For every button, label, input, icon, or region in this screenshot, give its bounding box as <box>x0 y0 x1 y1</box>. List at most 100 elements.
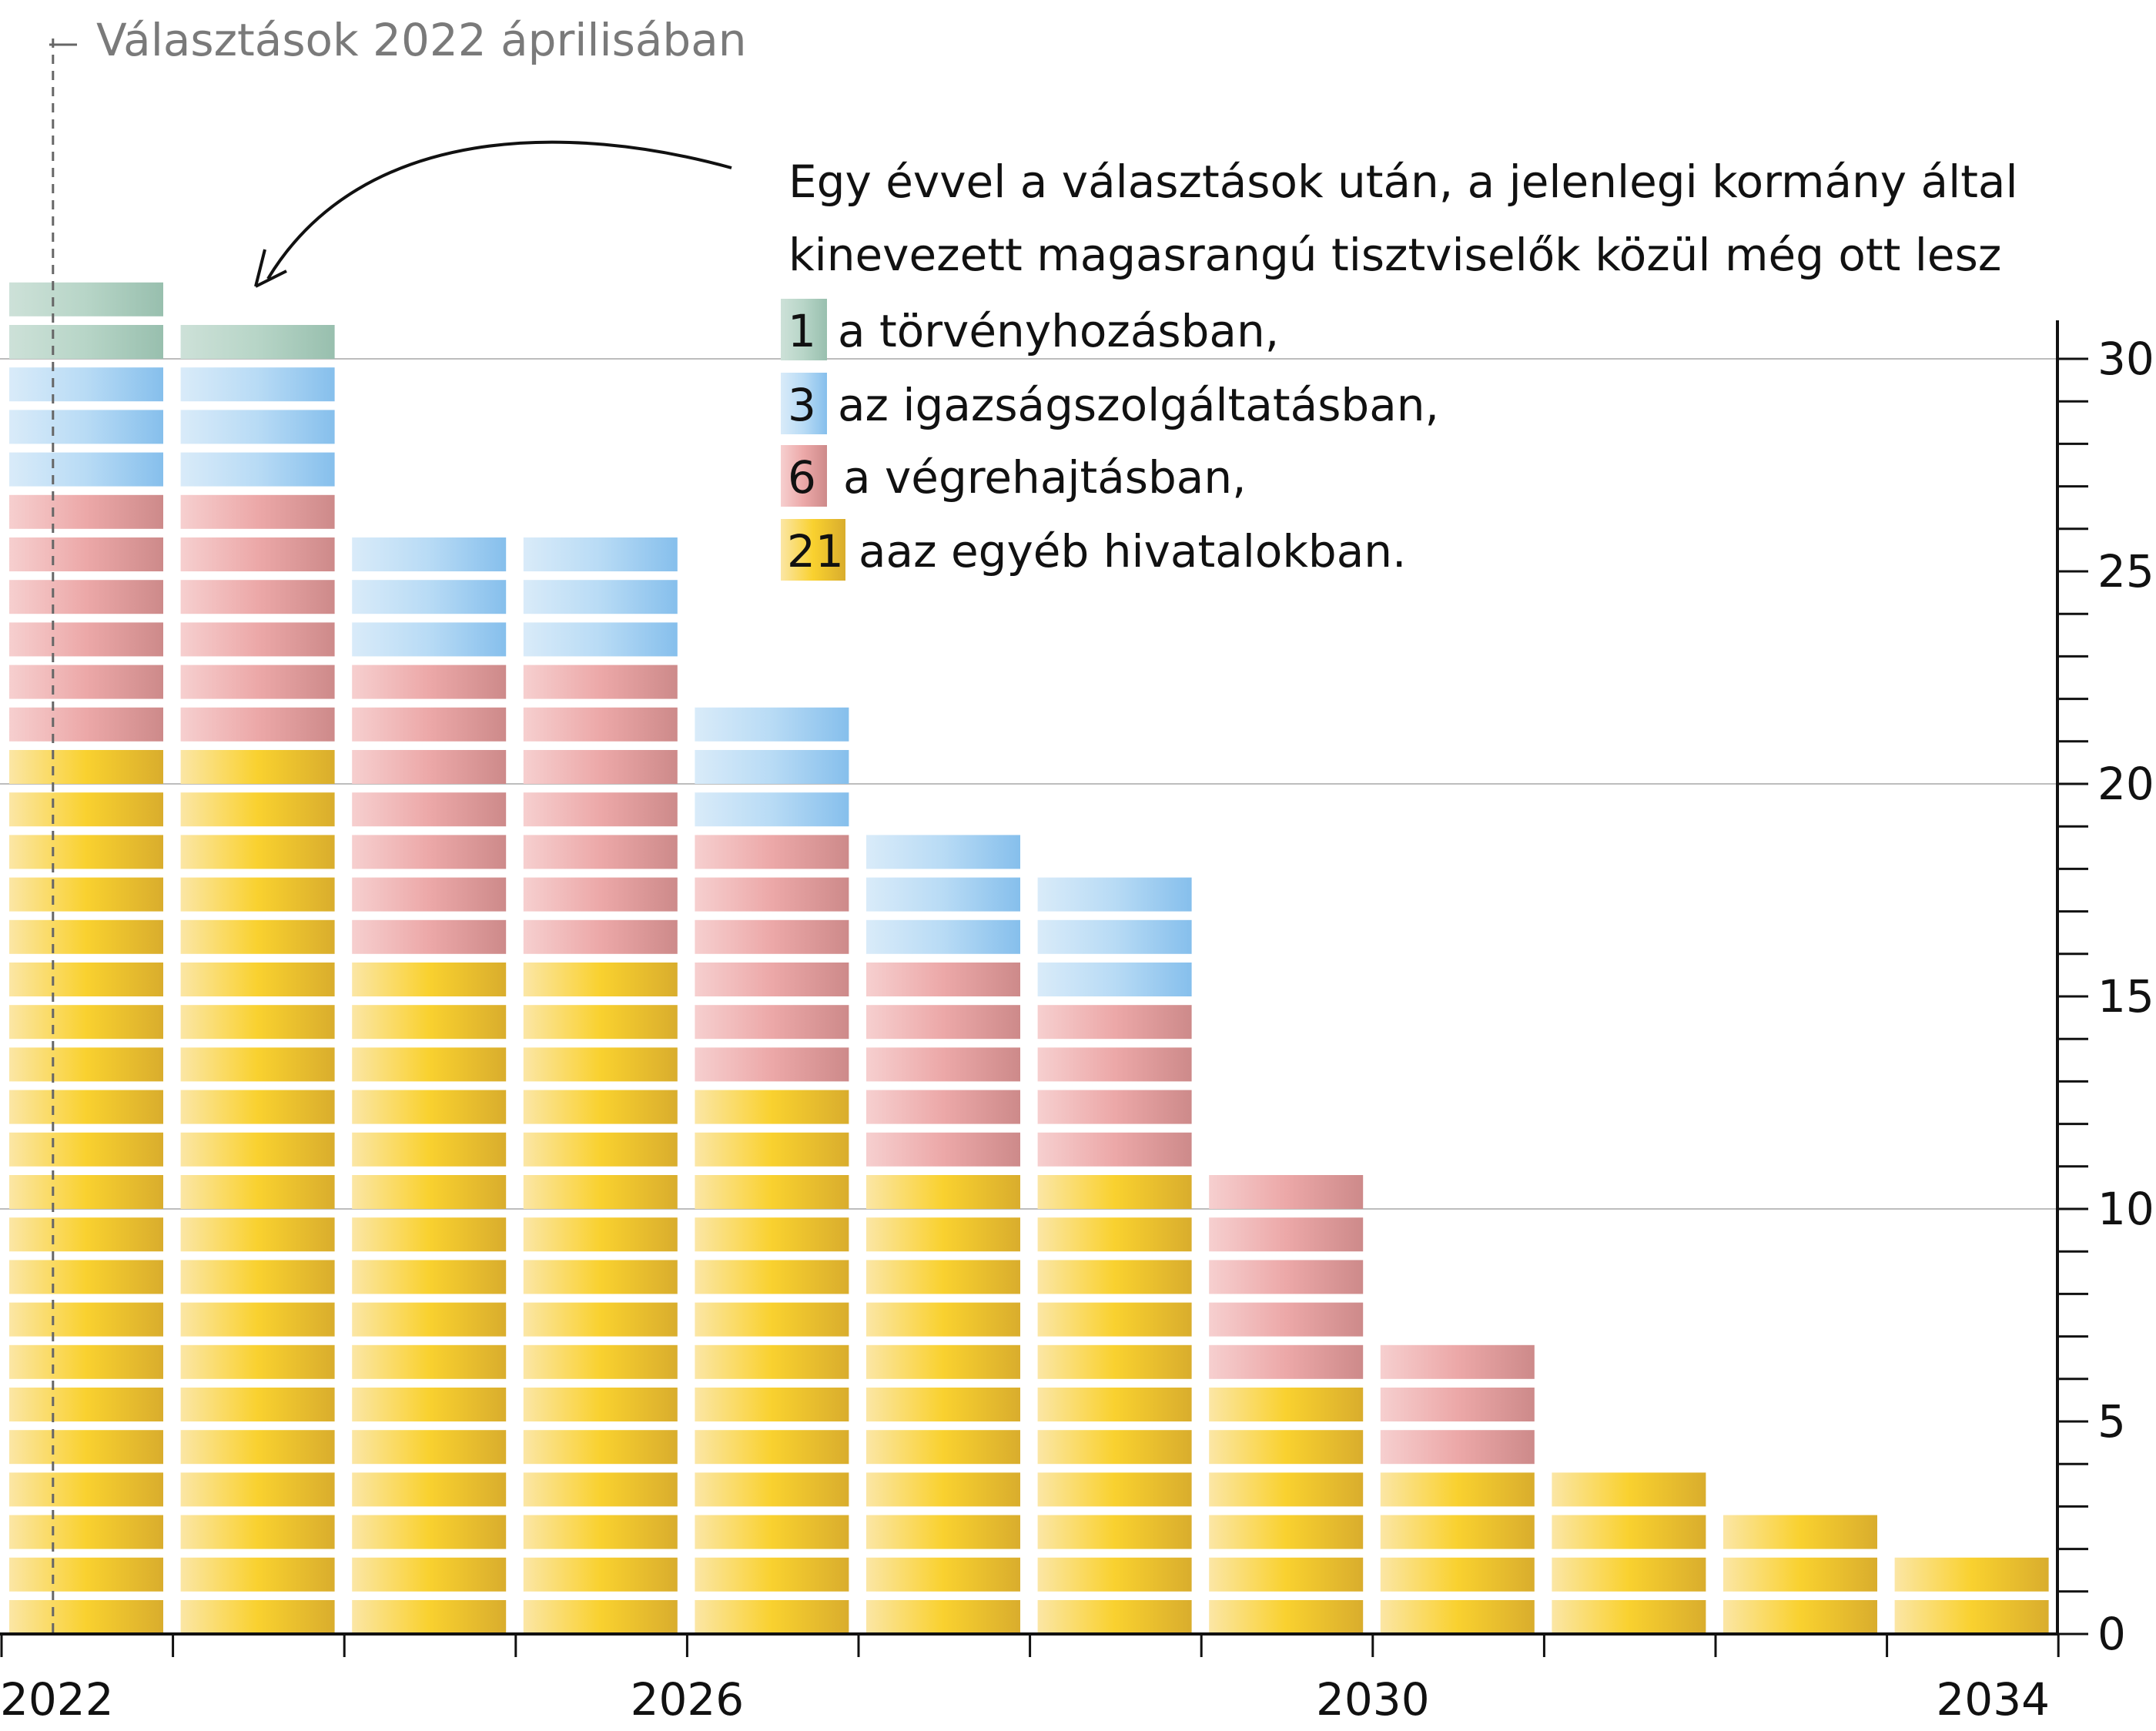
block-egyeb-hivatalok-col0-8 <box>9 1302 163 1337</box>
block-egyeb-hivatalok-col9-4 <box>1552 1472 1706 1507</box>
block-vegrehajtas-col0-6 <box>9 494 163 529</box>
block-egyeb-hivatalok-col0-10 <box>9 1217 163 1252</box>
block-egyeb-hivatalok-col1-5 <box>180 1430 335 1465</box>
block-egyeb-hivatalok-col1-15 <box>180 1005 335 1040</box>
block-egyeb-hivatalok-col7-6 <box>1209 1388 1364 1421</box>
block-egyeb-hivatalok-col11-2 <box>1894 1557 2049 1592</box>
block-egyeb-hivatalok-col4-5 <box>695 1430 849 1465</box>
x-tick-label-2034: 2034 <box>1936 1673 2050 1726</box>
block-vegrehajtas-col4-5 <box>695 877 849 912</box>
legend-value-igazsagszolgaltatas: 3 <box>788 379 816 431</box>
block-egyeb-hivatalok-col2-15 <box>352 1005 507 1040</box>
block-egyeb-hivatalok-col6-2 <box>1037 1557 1192 1592</box>
block-egyeb-hivatalok-col0-21 <box>9 750 163 784</box>
block-egyeb-hivatalok-col3-12 <box>523 1132 678 1167</box>
block-vegrehajtas-col7-1 <box>1209 1344 1364 1379</box>
block-egyeb-hivatalok-col1-12 <box>180 1132 335 1167</box>
axes: 0 5 10 15 20 25 30 2022 2026 2030 2034 <box>0 320 2154 1726</box>
block-egyeb-hivatalok-col2-10 <box>352 1217 507 1252</box>
block-vegrehajtas-col7-2 <box>1209 1302 1364 1337</box>
block-egyeb-hivatalok-col2-1 <box>352 1600 507 1634</box>
block-egyeb-hivatalok-col6-1 <box>1037 1600 1192 1634</box>
block-vegrehajtas-col3-7 <box>523 665 678 699</box>
block-vegrehajtas-col3-2 <box>523 877 678 912</box>
block-egyeb-hivatalok-col6-4 <box>1037 1472 1192 1507</box>
block-egyeb-hivatalok-col7-3 <box>1209 1515 1364 1549</box>
block-egyeb-hivatalok-col2-16 <box>352 963 507 996</box>
block-egyeb-hivatalok-col7-4 <box>1209 1472 1364 1507</box>
block-egyeb-hivatalok-col4-6 <box>695 1388 849 1421</box>
block-vegrehajtas-col1-5 <box>180 537 335 571</box>
block-egyeb-hivatalok-col3-5 <box>523 1430 678 1465</box>
block-egyeb-hivatalok-col11-1 <box>1894 1600 2049 1634</box>
block-egyeb-hivatalok-col1-14 <box>180 1047 335 1082</box>
block-vegrehajtas-col0-2 <box>9 665 163 699</box>
block-vegrehajtas-col8-3 <box>1380 1344 1535 1379</box>
block-egyeb-hivatalok-col1-11 <box>180 1175 335 1209</box>
block-egyeb-hivatalok-col0-9 <box>9 1260 163 1294</box>
block-torvenyhozas-col1-1 <box>180 325 335 359</box>
block-vegrehajtas-col4-4 <box>695 919 849 954</box>
block-igazsagszolgaltatas-col5-1 <box>866 919 1020 954</box>
block-egyeb-hivatalok-col5-7 <box>866 1344 1020 1379</box>
block-egyeb-hivatalok-col1-8 <box>180 1302 335 1337</box>
block-vegrehajtas-col2-5 <box>352 750 507 784</box>
block-egyeb-hivatalok-col1-16 <box>180 963 335 996</box>
block-egyeb-hivatalok-col2-9 <box>352 1260 507 1294</box>
note-line-1: Egy évvel a választások után, a jelenleg… <box>788 156 2018 208</box>
block-egyeb-hivatalok-col0-3 <box>9 1515 163 1549</box>
arrow-head-icon <box>254 249 287 288</box>
block-vegrehajtas-col6-1 <box>1037 1132 1192 1167</box>
block-egyeb-hivatalok-col7-2 <box>1209 1557 1364 1592</box>
block-vegrehajtas-col3-4 <box>523 792 678 827</box>
block-egyeb-hivatalok-col0-17 <box>9 919 163 954</box>
block-egyeb-hivatalok-col6-3 <box>1037 1515 1192 1549</box>
block-vegrehajtas-col5-5 <box>866 963 1020 996</box>
block-egyeb-hivatalok-col4-12 <box>695 1132 849 1167</box>
block-egyeb-hivatalok-col6-5 <box>1037 1430 1192 1465</box>
block-egyeb-hivatalok-col0-1 <box>9 1600 163 1634</box>
legend-swatch-igazsagszolgaltatas <box>781 373 827 434</box>
block-vegrehajtas-col3-1 <box>523 919 678 954</box>
y-tick-label-30: 30 <box>2097 333 2154 385</box>
block-egyeb-hivatalok-col8-1 <box>1380 1600 1535 1634</box>
block-igazsagszolgaltatas-col6-3 <box>1037 877 1192 912</box>
block-vegrehajtas-col1-4 <box>180 580 335 614</box>
block-egyeb-hivatalok-col2-11 <box>352 1175 507 1209</box>
y-tick-label-5: 5 <box>2097 1395 2126 1448</box>
block-egyeb-hivatalok-col6-6 <box>1037 1388 1192 1421</box>
block-egyeb-hivatalok-col3-15 <box>523 1005 678 1040</box>
block-egyeb-hivatalok-col3-1 <box>523 1600 678 1634</box>
block-egyeb-hivatalok-col1-10 <box>180 1217 335 1252</box>
block-igazsagszolgaltatas-col3-3 <box>523 537 678 571</box>
block-vegrehajtas-col2-7 <box>352 665 507 699</box>
block-igazsagszolgaltatas-col3-1 <box>523 622 678 657</box>
block-vegrehajtas-col0-1 <box>9 707 163 742</box>
block-igazsagszolgaltatas-col1-2 <box>180 410 335 444</box>
block-egyeb-hivatalok-col4-8 <box>695 1302 849 1337</box>
y-tick-label-15: 15 <box>2097 970 2154 1023</box>
legend-value-egyeb: 21 <box>787 525 844 578</box>
block-egyeb-hivatalok-col6-7 <box>1037 1344 1192 1379</box>
election-label: Választások 2022 áprilisában <box>96 14 747 66</box>
block-igazsagszolgaltatas-col6-1 <box>1037 963 1192 996</box>
block-egyeb-hivatalok-col3-11 <box>523 1175 678 1209</box>
block-egyeb-hivatalok-col1-19 <box>180 835 335 869</box>
block-egyeb-hivatalok-col10-1 <box>1723 1600 1877 1634</box>
block-egyeb-hivatalok-col5-2 <box>866 1557 1020 1592</box>
block-egyeb-hivatalok-col4-10 <box>695 1217 849 1252</box>
block-egyeb-hivatalok-col10-2 <box>1723 1557 1877 1592</box>
block-egyeb-hivatalok-col3-4 <box>523 1472 678 1507</box>
block-igazsagszolgaltatas-col2-2 <box>352 580 507 614</box>
block-egyeb-hivatalok-col2-3 <box>352 1515 507 1549</box>
block-egyeb-hivatalok-col0-15 <box>9 1005 163 1040</box>
y-tick-label-20: 20 <box>2097 758 2154 810</box>
y-tick-label-0: 0 <box>2097 1608 2126 1660</box>
block-egyeb-hivatalok-col8-4 <box>1380 1472 1535 1507</box>
block-egyeb-hivatalok-col4-7 <box>695 1344 849 1379</box>
block-vegrehajtas-col7-4 <box>1209 1217 1364 1252</box>
y-tick-label-10: 10 <box>2097 1183 2154 1235</box>
block-egyeb-hivatalok-col9-1 <box>1552 1600 1706 1634</box>
block-igazsagszolgaltatas-col2-3 <box>352 537 507 571</box>
block-vegrehajtas-col4-2 <box>695 1005 849 1040</box>
